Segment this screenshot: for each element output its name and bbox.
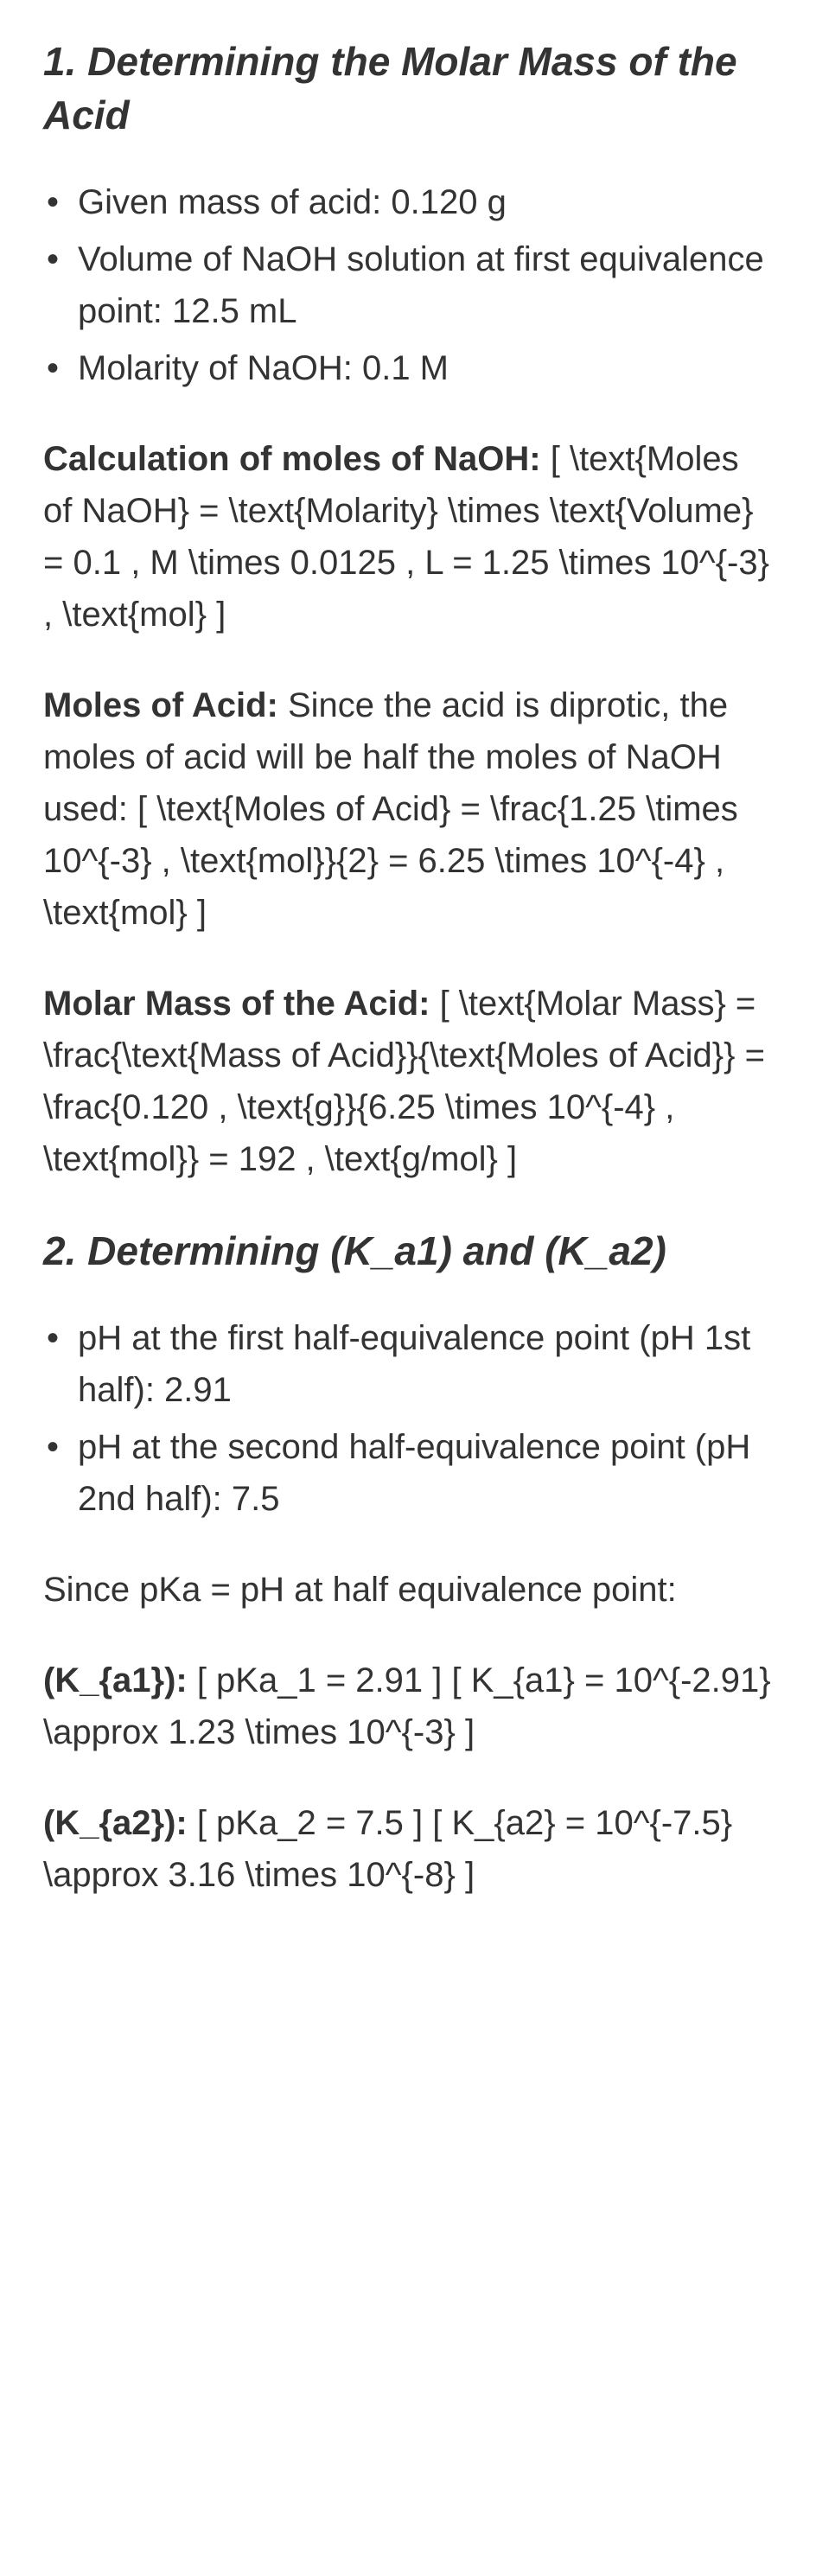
list-item: Molarity of NaOH: 0.1 M xyxy=(78,342,773,394)
section1-bullet-list: Given mass of acid: 0.120 g Volume of Na… xyxy=(43,176,773,394)
list-item: pH at the first half-equivalence point (… xyxy=(78,1312,773,1416)
list-item: Given mass of acid: 0.120 g xyxy=(78,176,773,228)
calc-naoh-label: Calculation of moles of NaOH: xyxy=(43,440,541,478)
ka2-label: (K_{a2}): xyxy=(43,1804,188,1842)
since-paragraph: Since pKa = pH at half equivalence point… xyxy=(43,1564,773,1616)
ka2-paragraph: (K_{a2}): [ pKa_2 = 7.5 ] [ K_{a2} = 10^… xyxy=(43,1797,773,1901)
moles-acid-label: Moles of Acid: xyxy=(43,686,278,724)
list-item: pH at the second half-equivalence point … xyxy=(78,1421,773,1525)
ka1-paragraph: (K_{a1}): [ pKa_1 = 2.91 ] [ K_{a1} = 10… xyxy=(43,1655,773,1758)
molar-mass-label: Molar Mass of the Acid: xyxy=(43,985,430,1023)
molar-mass-paragraph: Molar Mass of the Acid: [ \text{Molar Ma… xyxy=(43,978,773,1185)
section2-heading: 2. Determining (K_a1) and (K_a2) xyxy=(43,1224,773,1278)
section2-bullet-list: pH at the first half-equivalence point (… xyxy=(43,1312,773,1525)
section1-heading: 1. Determining the Molar Mass of the Aci… xyxy=(43,35,773,142)
list-item: Volume of NaOH solution at first equival… xyxy=(78,233,773,337)
calc-naoh-paragraph: Calculation of moles of NaOH: [ \text{Mo… xyxy=(43,433,773,641)
moles-acid-paragraph: Moles of Acid: Since the acid is diproti… xyxy=(43,679,773,939)
ka1-label: (K_{a1}): xyxy=(43,1661,188,1699)
